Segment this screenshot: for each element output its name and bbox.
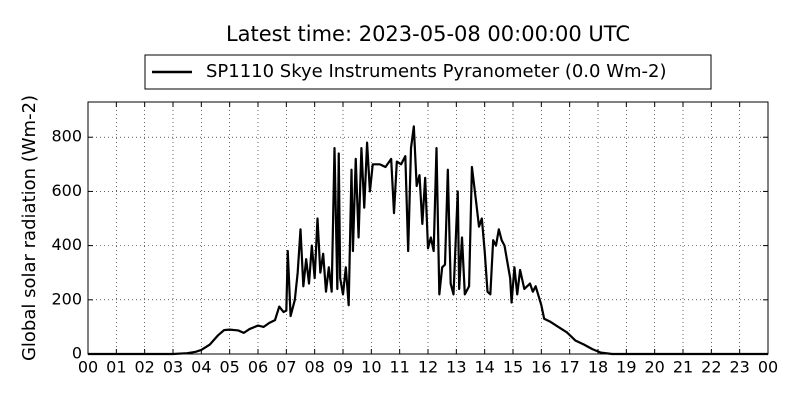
x-tick-label: 00 [78, 358, 98, 377]
x-tick-label: 13 [446, 358, 466, 377]
x-tick-label: 07 [276, 358, 296, 377]
legend-label: SP1110 Skye Instruments Pyranometer (0.0… [206, 61, 667, 82]
x-tick-label: 03 [163, 358, 183, 377]
x-tick-label: 12 [418, 358, 438, 377]
legend [144, 54, 712, 90]
y-tick-label: 400 [51, 235, 82, 254]
x-tick-label: 01 [106, 358, 126, 377]
x-tick-label: 23 [729, 358, 749, 377]
x-tick-label: 15 [503, 358, 523, 377]
x-tick-label: 11 [389, 358, 409, 377]
x-tick-label: 05 [219, 358, 239, 377]
data-line [88, 125, 768, 356]
x-tick-label: 21 [673, 358, 693, 377]
y-axis-label: Global solar radiation (Wm-2) [19, 95, 40, 361]
x-tick-label: 00 [758, 358, 778, 377]
x-tick-label: 06 [248, 358, 268, 377]
x-tick-label: 16 [531, 358, 551, 377]
x-tick-label: 20 [644, 358, 664, 377]
x-tick-label: 10 [361, 358, 381, 377]
y-tick-label: 600 [51, 181, 82, 200]
x-tick-label: 04 [191, 358, 211, 377]
y-tick-label: 800 [51, 127, 82, 146]
y-tick-label: 200 [51, 289, 82, 308]
chart-title: Latest time: 2023-05-08 00:00:00 UTC [226, 22, 630, 46]
x-tick-label: 14 [474, 358, 494, 377]
x-tick-label: 02 [134, 358, 154, 377]
x-tick-label: 09 [333, 358, 353, 377]
x-tick-label: 19 [616, 358, 636, 377]
y-tick-label: 0 [72, 344, 82, 363]
x-tick-label: 08 [304, 358, 324, 377]
x-tick-label: 22 [701, 358, 721, 377]
x-tick-label: 17 [559, 358, 579, 377]
x-tick-label: 18 [588, 358, 608, 377]
